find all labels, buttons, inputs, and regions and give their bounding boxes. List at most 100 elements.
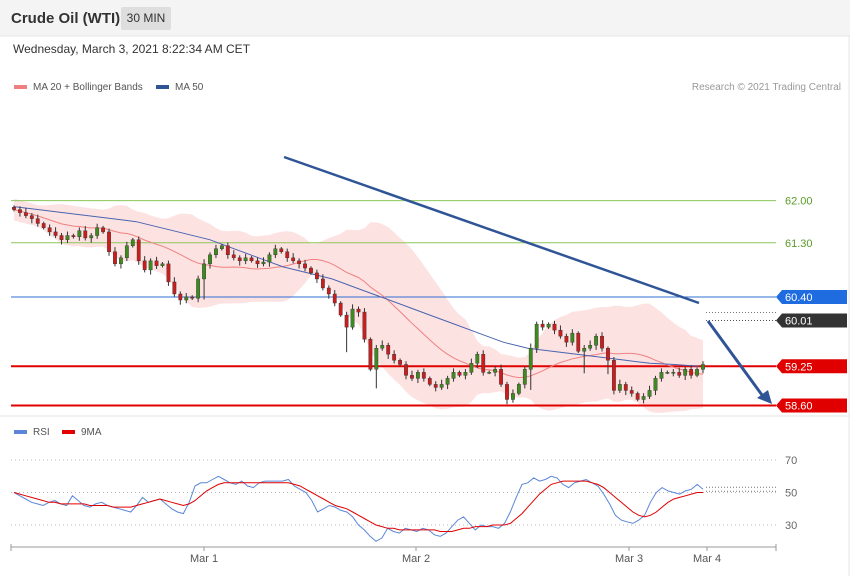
candle-body <box>433 384 438 388</box>
candle <box>95 223 100 239</box>
candle-body <box>249 257 254 262</box>
candle-body <box>35 218 40 224</box>
candle-body <box>172 281 177 295</box>
candle-body <box>231 254 236 259</box>
candle-body <box>309 267 313 274</box>
candle-body <box>320 278 325 289</box>
candle <box>671 369 676 377</box>
candle-body <box>148 260 153 271</box>
level-tag-58.60 <box>776 398 847 413</box>
candle-body <box>481 354 486 373</box>
candle-body <box>576 332 581 352</box>
candle <box>326 285 331 299</box>
candle <box>487 370 492 375</box>
candle <box>237 255 242 266</box>
level-label-61.30: 61.30 <box>785 238 813 250</box>
candle <box>695 367 699 378</box>
candle <box>273 244 278 259</box>
level-label-59.25: 59.25 <box>785 361 813 373</box>
candle <box>231 250 236 261</box>
candle <box>570 329 575 346</box>
rsi-legend-swatch <box>14 430 27 434</box>
candle-body <box>362 311 367 340</box>
level-label-62.00: 62.00 <box>785 196 813 208</box>
x-label-mar-1: Mar 1 <box>190 553 218 565</box>
candle-body <box>202 263 206 280</box>
candle-body <box>606 348 610 361</box>
candle <box>386 342 391 359</box>
candle <box>184 293 189 304</box>
candle <box>404 361 408 380</box>
rsi-ma-line <box>13 480 703 532</box>
candle-body <box>701 364 705 370</box>
candle <box>41 221 46 230</box>
downtrend-line <box>283 155 700 305</box>
candle-body <box>469 363 474 373</box>
candle <box>344 311 349 353</box>
candle-body <box>356 308 361 313</box>
candle <box>457 370 462 378</box>
candle-body <box>380 345 385 349</box>
candle-body <box>267 254 272 263</box>
candle-body <box>398 360 402 365</box>
candle <box>261 257 266 267</box>
candle <box>439 379 444 390</box>
candle-body <box>53 231 58 236</box>
candle-body <box>558 329 563 337</box>
candle-body <box>457 372 462 376</box>
candle-body <box>475 354 480 364</box>
candle <box>338 301 343 317</box>
candle <box>124 241 129 262</box>
candle-body <box>534 323 539 349</box>
candle <box>546 322 551 329</box>
candle <box>564 333 569 347</box>
candle <box>71 233 76 239</box>
candle <box>291 253 296 264</box>
candle <box>219 243 224 251</box>
candle <box>350 304 355 330</box>
candle-body <box>386 345 391 355</box>
candle <box>647 385 652 399</box>
candle-body <box>136 239 141 262</box>
candle <box>522 366 527 389</box>
candle-body <box>439 384 444 388</box>
moving-averages <box>13 206 704 379</box>
candle <box>499 364 503 387</box>
level-tag-59.25 <box>776 359 847 374</box>
candle <box>172 277 177 297</box>
candle-body <box>291 257 296 262</box>
candle-body <box>119 257 123 265</box>
candle-body <box>23 212 28 216</box>
candle-body <box>273 248 278 256</box>
x-label-mar-3: Mar 3 <box>615 553 643 565</box>
candle <box>12 205 16 212</box>
candle-body <box>196 278 201 299</box>
candle <box>475 351 480 368</box>
candle-body <box>511 393 515 400</box>
candle-body <box>487 372 492 374</box>
candle <box>29 213 34 224</box>
candle <box>315 269 319 283</box>
candle-body <box>83 230 88 239</box>
candle <box>683 366 688 381</box>
x-axis-labels: Mar 1 Mar 2 Mar 3 Mar 4 <box>190 547 721 565</box>
candle <box>582 344 587 374</box>
candle-body <box>225 245 230 256</box>
candle-body <box>499 369 503 385</box>
candle-body <box>71 235 76 237</box>
candle-body <box>528 348 533 370</box>
candle-body <box>65 235 70 240</box>
candle-body <box>344 314 349 328</box>
candle-body <box>237 257 242 262</box>
candle-body <box>683 369 688 376</box>
timeframe-badge[interactable]: 30 MIN <box>121 7 171 30</box>
candle <box>445 375 450 390</box>
candle <box>130 237 135 248</box>
candle-body <box>124 245 129 259</box>
candle <box>225 242 230 259</box>
candle <box>107 228 111 256</box>
candle-body <box>659 372 664 379</box>
candle <box>35 214 40 227</box>
candle <box>665 370 670 375</box>
